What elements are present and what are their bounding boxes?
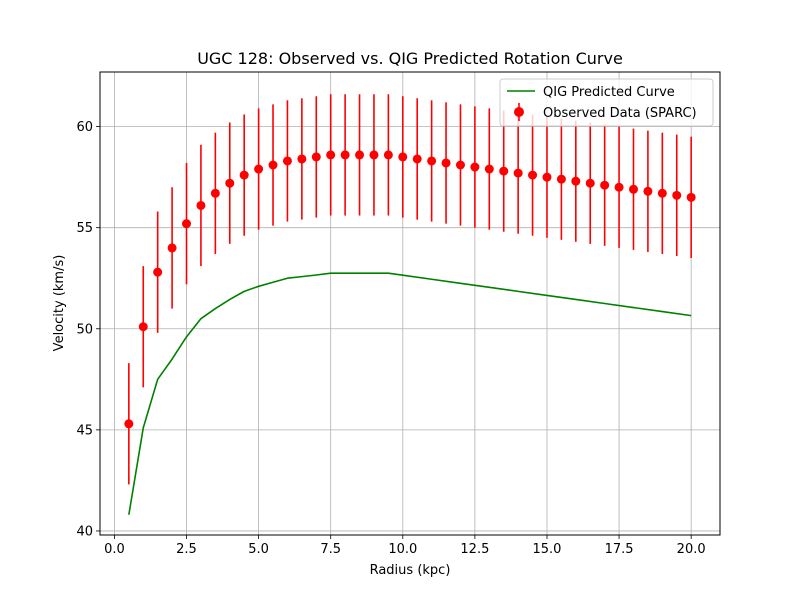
observed-point — [282, 156, 292, 166]
observed-point — [556, 174, 566, 184]
observed-point — [297, 154, 307, 164]
observed-point — [441, 158, 451, 168]
y-tick-label: 60 — [76, 120, 93, 135]
observed-point — [268, 160, 278, 170]
x-tick-label: 17.5 — [605, 542, 634, 557]
observed-point — [455, 160, 465, 170]
observed-point — [153, 267, 163, 277]
observed-point — [585, 178, 595, 188]
observed-point — [412, 154, 422, 164]
x-tick-label: 10.0 — [388, 542, 417, 557]
x-axis-label: Radius (kpc) — [370, 563, 451, 578]
predicted-curve-line — [128, 272, 692, 515]
observed-point — [225, 178, 235, 188]
x-tick-label: 12.5 — [460, 542, 489, 557]
legend-swatch-observed-marker — [514, 107, 524, 117]
observed-point — [254, 164, 264, 174]
legend-label-predicted: QIG Predicted Curve — [543, 85, 675, 100]
y-tick-label: 45 — [76, 423, 93, 438]
x-tick-label: 7.5 — [320, 542, 341, 557]
chart-title: UGC 128: Observed vs. QIG Predicted Rota… — [197, 49, 623, 68]
observed-point — [167, 243, 177, 253]
y-tick-label: 50 — [76, 322, 93, 337]
x-tick-label: 5.0 — [248, 542, 269, 557]
observed-point — [657, 188, 667, 198]
y-axis-label: Velocity (km/s) — [52, 255, 67, 352]
observed-point — [182, 219, 192, 229]
plot-data — [124, 94, 696, 515]
plot-frame — [99, 71, 721, 536]
observed-point — [239, 170, 249, 180]
observed-point — [672, 190, 682, 200]
observed-point — [210, 188, 220, 198]
x-tick-label: 15.0 — [533, 542, 562, 557]
observed-point — [326, 150, 336, 160]
observed-point — [513, 168, 523, 178]
observed-point — [196, 200, 206, 210]
observed-point — [542, 172, 552, 182]
legend: QIG Predicted Curve Observed Data (SPARC… — [499, 78, 714, 127]
x-tick-label: 0.0 — [104, 542, 125, 557]
observed-point — [484, 164, 494, 174]
observed-point — [383, 150, 393, 160]
legend-label-observed: Observed Data (SPARC) — [543, 106, 697, 121]
observed-point — [614, 182, 624, 192]
observed-point — [311, 152, 321, 162]
observed-point — [686, 192, 696, 202]
axis-ticks: 0.0 2.5 5.0 7.5 10.0 12.5 15.0 17.5 20.0 40 45 50 55… — [76, 120, 705, 557]
observed-point — [340, 150, 350, 160]
observed-point — [427, 156, 437, 166]
observed-point — [528, 170, 538, 180]
observed-point — [355, 150, 365, 160]
observed-point — [369, 150, 379, 160]
observed-point — [628, 184, 638, 194]
observed-point — [138, 322, 148, 332]
observed-point — [571, 176, 581, 186]
y-tick-label: 40 — [76, 524, 93, 539]
observed-point — [470, 162, 480, 172]
observed-point — [124, 419, 134, 429]
observed-point — [600, 180, 610, 190]
x-tick-label: 2.5 — [176, 542, 197, 557]
observed-point — [398, 152, 408, 162]
x-tick-label: 20.0 — [677, 542, 706, 557]
observed-point — [643, 186, 653, 196]
grid-lines — [100, 72, 720, 535]
y-tick-label: 55 — [76, 221, 93, 236]
observed-point — [499, 166, 509, 176]
legend-box — [499, 78, 714, 127]
